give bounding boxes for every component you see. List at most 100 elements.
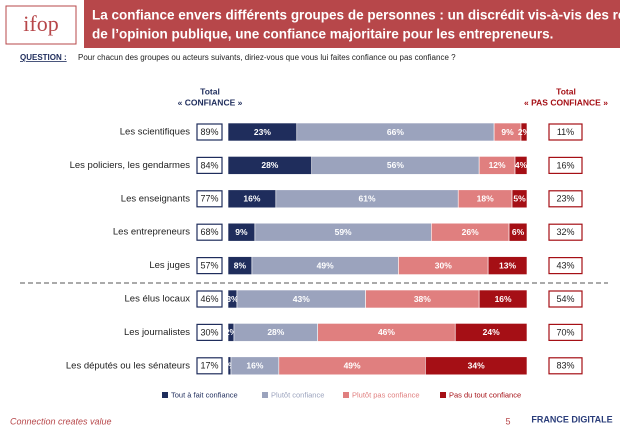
question-label: QUESTION : <box>20 53 67 62</box>
title-line: La confiance envers différents groupes d… <box>92 8 620 23</box>
total-label: 89% <box>200 127 218 137</box>
value-label: 26% <box>462 227 479 237</box>
value-label: 8% <box>234 260 247 270</box>
legend-label: Tout à fait confiance <box>171 390 238 399</box>
category-label: Les enseignants <box>121 193 190 204</box>
category-label: Les juges <box>149 260 190 271</box>
value-label: 5% <box>513 194 526 204</box>
bar-segment <box>508 222 528 242</box>
category-label: Les journalistes <box>124 327 190 338</box>
value-label: 3% <box>226 294 239 304</box>
value-label: 12% <box>489 160 506 170</box>
total-box <box>548 156 583 174</box>
total-label: 84% <box>200 160 218 170</box>
legend-label: Pas du tout confiance <box>449 390 521 399</box>
total-box <box>196 257 223 275</box>
value-label: 23% <box>254 127 271 137</box>
bar-segment <box>478 289 528 309</box>
total-label: 11% <box>557 127 574 137</box>
total-header: « CONFIANCE » <box>178 97 243 107</box>
value-label: 56% <box>387 160 404 170</box>
total-box <box>548 357 583 375</box>
total-box <box>196 357 223 375</box>
title-line: de l’opinion publique, une confiance maj… <box>92 27 553 42</box>
total-box <box>196 323 223 341</box>
total-label: 46% <box>200 294 218 304</box>
logo: ifop <box>23 11 58 36</box>
bar-segment <box>511 189 528 209</box>
value-label: 66% <box>387 127 404 137</box>
tagline: Connection creates value <box>10 416 112 426</box>
legend-swatch <box>162 392 168 398</box>
legend-swatch <box>343 392 349 398</box>
total-box <box>196 123 223 141</box>
total-label: 16% <box>556 160 574 170</box>
value-label: 59% <box>335 227 352 237</box>
value-label: 38% <box>414 294 431 304</box>
bar-segment <box>425 356 528 376</box>
total-label: 68% <box>200 227 218 237</box>
category-label: Les entrepreneurs <box>113 227 190 238</box>
legend-label: Plutôt pas confiance <box>352 390 420 399</box>
value-label: 16% <box>243 194 260 204</box>
value-label: 9% <box>235 227 248 237</box>
total-label: 32% <box>556 227 574 237</box>
logo-box <box>5 5 77 45</box>
page-number: 5 <box>505 416 510 426</box>
total-label: 23% <box>556 194 574 204</box>
bar-segment <box>514 156 528 175</box>
value-label: 16% <box>246 361 263 371</box>
bar-segment <box>454 323 528 342</box>
category-label: Les élus locaux <box>125 294 191 305</box>
legend-swatch <box>262 392 268 398</box>
value-label: 6% <box>512 227 525 237</box>
total-box <box>548 323 583 341</box>
value-label: 13% <box>499 260 516 270</box>
total-label: 83% <box>556 361 574 371</box>
legend-swatch <box>440 392 446 398</box>
value-label: 61% <box>359 194 376 204</box>
value-label: 2% <box>225 327 238 337</box>
total-box <box>548 257 583 275</box>
total-header: Total <box>556 86 576 96</box>
total-box <box>548 290 583 308</box>
total-header: Total <box>200 86 220 96</box>
value-label: 2% <box>518 127 531 137</box>
value-label: 4% <box>515 160 528 170</box>
value-label: 30% <box>435 260 452 270</box>
total-box <box>196 190 223 208</box>
bar-segment <box>487 256 528 275</box>
value-label: 16% <box>495 294 512 304</box>
category-label: Les scientifiques <box>120 127 190 138</box>
brand: FRANCE DIGITALE <box>531 414 612 424</box>
value-label: 46% <box>378 327 395 337</box>
value-label: 49% <box>344 361 361 371</box>
bar-segment <box>520 122 528 142</box>
total-label: 30% <box>200 327 218 337</box>
total-box <box>196 290 223 308</box>
total-label: 54% <box>556 294 574 304</box>
total-label: 57% <box>200 260 218 270</box>
total-label: 43% <box>556 260 574 270</box>
total-header: « PAS CONFIANCE » <box>524 97 608 107</box>
category-label: Les policiers, les gendarmes <box>70 160 191 171</box>
total-label: 70% <box>556 327 574 337</box>
value-label: 24% <box>483 327 500 337</box>
total-box <box>548 223 583 241</box>
total-label: 17% <box>200 361 218 371</box>
question-text: Pour chacun des groupes ou acteurs suiva… <box>78 53 456 62</box>
value-label: 28% <box>267 327 284 337</box>
value-label: 43% <box>293 294 310 304</box>
value-label: 34% <box>468 361 485 371</box>
value-label: 9% <box>501 127 514 137</box>
value-label: 28% <box>261 160 278 170</box>
total-box <box>548 190 583 208</box>
total-box <box>196 223 223 241</box>
total-label: 77% <box>200 194 218 204</box>
category-label: Les députés ou les sénateurs <box>66 360 190 371</box>
total-box <box>548 123 583 141</box>
total-box <box>196 156 223 174</box>
value-label: 18% <box>477 194 494 204</box>
value-label: 49% <box>317 260 334 270</box>
value-label: 1% <box>223 361 236 371</box>
